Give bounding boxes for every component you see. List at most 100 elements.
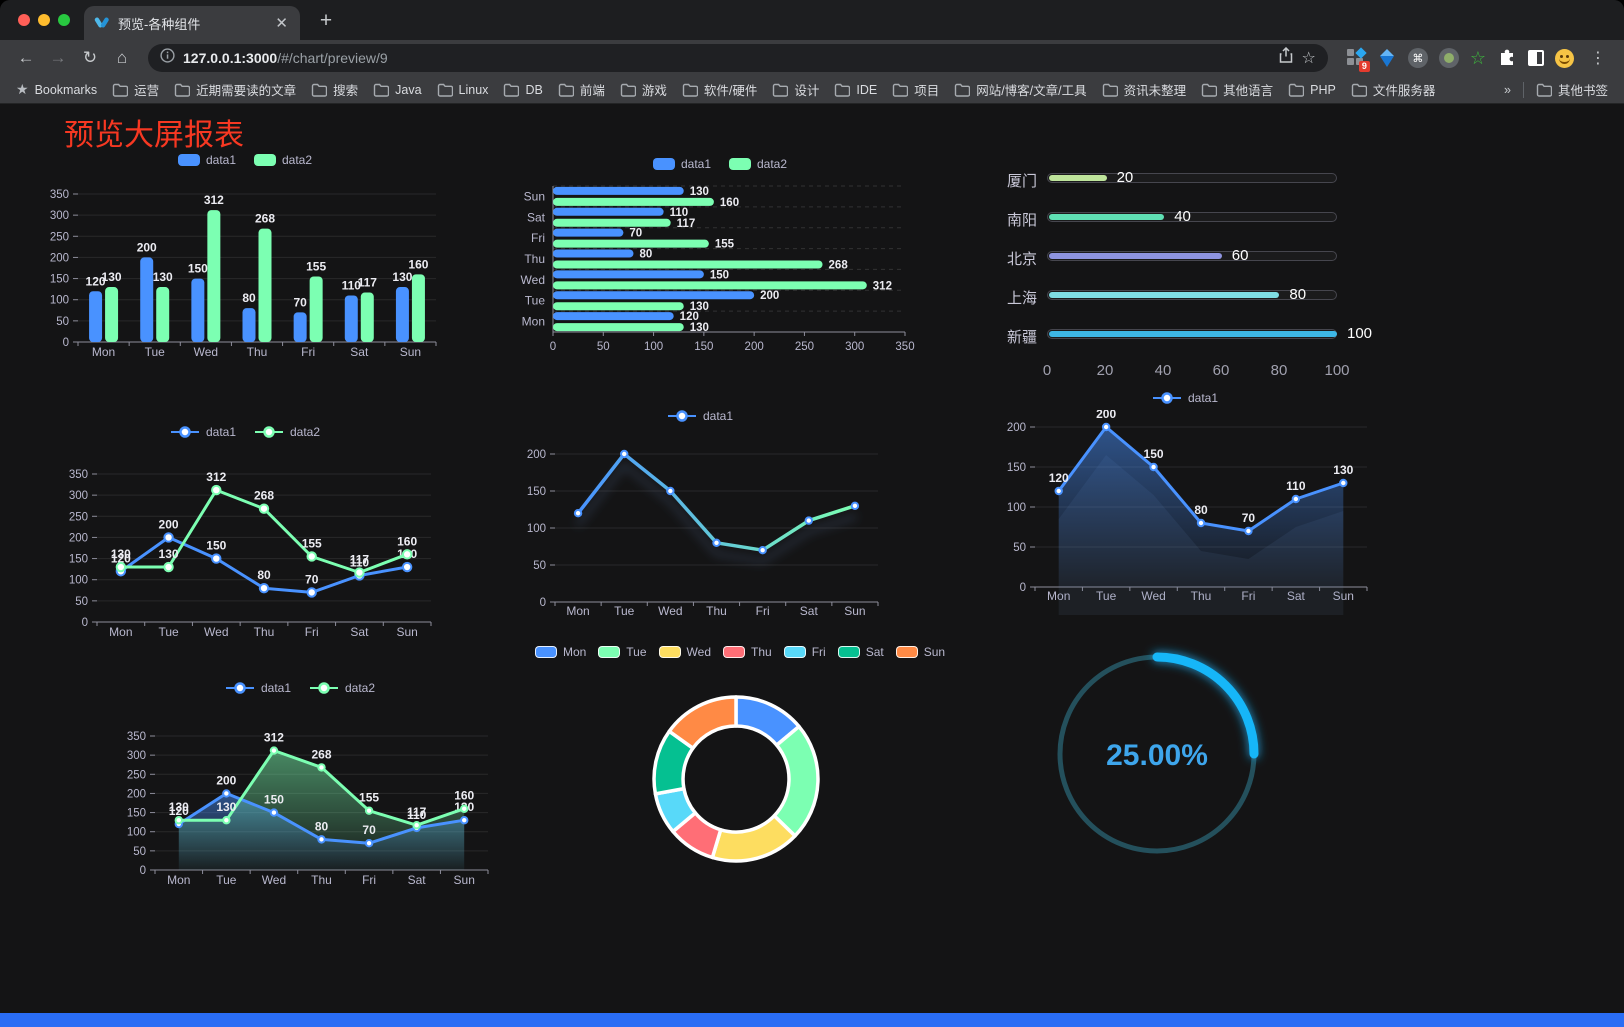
address-bar[interactable]: 127.0.0.1:3000/#/chart/preview/9 ☆ [148,44,1328,72]
svg-text:130: 130 [690,186,709,198]
bookmark-star-icon[interactable]: ☆ [1301,50,1316,67]
chart-legend[interactable]: data1 data2 [30,148,460,172]
legend-item[interactable]: Mon [534,645,586,659]
bookmark-folder[interactable]: Java [373,83,422,97]
extension-star-icon[interactable]: ☆ [1469,48,1486,68]
legend-item[interactable]: Sun [895,645,945,659]
bookmark-folder[interactable]: Linux [437,83,488,97]
bookmark-folder[interactable]: 项目 [892,80,939,99]
bookmark-folder[interactable]: 文件服务器 [1351,80,1435,99]
chart-legend[interactable]: data1 data2 [45,420,445,444]
legend-item[interactable]: data1 [652,157,711,171]
legend-item[interactable]: Sat [837,645,884,659]
svg-text:160: 160 [720,197,739,209]
svg-text:160: 160 [408,257,428,271]
bookmark-folder[interactable]: IDE [834,83,877,97]
legend-item[interactable]: data1 [170,425,236,439]
svg-text:268: 268 [254,489,274,503]
bookmark-folder[interactable]: PHP [1288,83,1336,97]
svg-text:250: 250 [50,231,69,243]
url-text[interactable]: 127.0.0.1:3000/#/chart/preview/9 [183,50,388,66]
bookmark-folder[interactable]: 设计 [772,80,819,99]
legend-item[interactable]: data1 [667,409,733,423]
forward-button[interactable]: → [49,48,67,67]
legend-item[interactable]: data2 [309,681,375,695]
other-bookmarks[interactable]: 其他书签 [1536,80,1608,99]
legend-item[interactable]: data1 [1152,391,1218,405]
bookmarks-overflow-chevron[interactable]: » [1504,82,1511,97]
chart-donut-pie: Mon Tue Wed Thu Fri Sat Sun [534,640,945,890]
svg-text:150: 150 [206,539,226,553]
svg-text:50: 50 [597,341,610,353]
extension-recorder-icon[interactable] [1438,48,1459,68]
browser-menu-icon[interactable]: ⋮ [1590,50,1606,67]
folder-icon [835,83,851,97]
chart-legend[interactable]: data1 data2 [100,676,500,700]
extension-grid-icon[interactable]: 9 [1346,47,1370,72]
extension-command-icon[interactable]: ⌘ [1407,48,1428,68]
bookmark-folder[interactable]: 近期需要读的文章 [174,80,296,99]
bookmark-folder[interactable]: 前端 [558,80,605,99]
bookmark-folder[interactable]: 运营 [112,80,159,99]
share-icon[interactable] [1278,46,1294,69]
zoom-window-button[interactable] [58,14,70,26]
legend-item[interactable]: Fri [783,645,826,659]
folder-icon [373,83,390,97]
bookmark-folder[interactable]: 软件/硬件 [682,80,757,99]
svg-text:100: 100 [127,827,146,839]
svg-text:Tue: Tue [614,604,635,618]
legend-item[interactable]: data2 [254,153,312,167]
chart-legend[interactable]: data1 data2 [505,152,935,176]
folder-icon [174,83,191,97]
site-info-icon[interactable] [160,48,175,68]
svg-text:350: 350 [69,469,88,481]
bookmark-folder[interactable]: 游戏 [620,80,667,99]
folder-icon [437,83,453,97]
bookmarks-manager[interactable]: ★ Bookmarks [16,81,98,97]
bookmark-folder[interactable]: DB [503,83,543,97]
svg-text:Mon: Mon [522,315,545,329]
extension-puzzle-icon[interactable] [1497,48,1517,68]
svg-text:Thu: Thu [247,345,268,359]
bookmark-folder[interactable]: 网站/博客/文章/工具 [954,80,1087,99]
progress-track [1047,329,1337,339]
page-title: 预览大屏报表 [64,119,244,152]
browser-tab[interactable]: 预览-各种组件 ✕ [84,6,300,40]
folder-icon [112,83,129,97]
minimize-window-button[interactable] [38,14,50,26]
bookmark-folder[interactable]: 其他语言 [1201,80,1273,99]
extension-kite-icon[interactable] [1377,48,1397,68]
svg-text:300: 300 [69,490,88,502]
legend-item[interactable]: Wed [658,645,711,659]
svg-text:70: 70 [629,228,642,240]
chart-legend[interactable]: data1 [985,386,1385,410]
svg-text:350: 350 [895,341,914,353]
browser-toolbar: ← → ↻ ⌂ 127.0.0.1:3000/#/chart/preview/9… [0,40,1624,76]
svg-text:80: 80 [1194,503,1208,517]
legend-item[interactable]: data2 [254,425,320,439]
extension-darkmode-icon[interactable] [1528,50,1544,66]
new-tab-button[interactable]: + [319,9,333,32]
reload-button[interactable]: ↻ [82,48,98,67]
legend-item[interactable]: data2 [729,157,787,171]
legend-item[interactable]: Tue [598,645,647,659]
extension-emoji-icon[interactable] [1555,48,1574,68]
svg-text:250: 250 [69,511,88,523]
bookmark-folder[interactable]: 资讯未整理 [1102,80,1186,99]
legend-item[interactable]: data1 [225,681,291,695]
bookmark-folder[interactable]: 搜索 [311,80,358,99]
svg-text:50: 50 [533,560,546,572]
home-button[interactable]: ⌂ [116,48,128,67]
close-window-button[interactable] [18,14,30,26]
tab-close-icon[interactable]: ✕ [275,15,288,32]
legend-item[interactable]: Thu [723,645,772,659]
svg-text:100: 100 [1007,502,1026,514]
svg-text:80: 80 [257,568,271,582]
svg-text:100: 100 [527,523,546,535]
chart-legend[interactable]: Mon Tue Wed Thu Fri Sat Sun [534,640,945,664]
legend-item[interactable]: data1 [177,153,236,167]
back-button[interactable]: ← [17,48,35,67]
svg-text:200: 200 [527,449,546,461]
svg-text:70: 70 [293,295,307,309]
chart-legend[interactable]: data1 [500,404,900,428]
